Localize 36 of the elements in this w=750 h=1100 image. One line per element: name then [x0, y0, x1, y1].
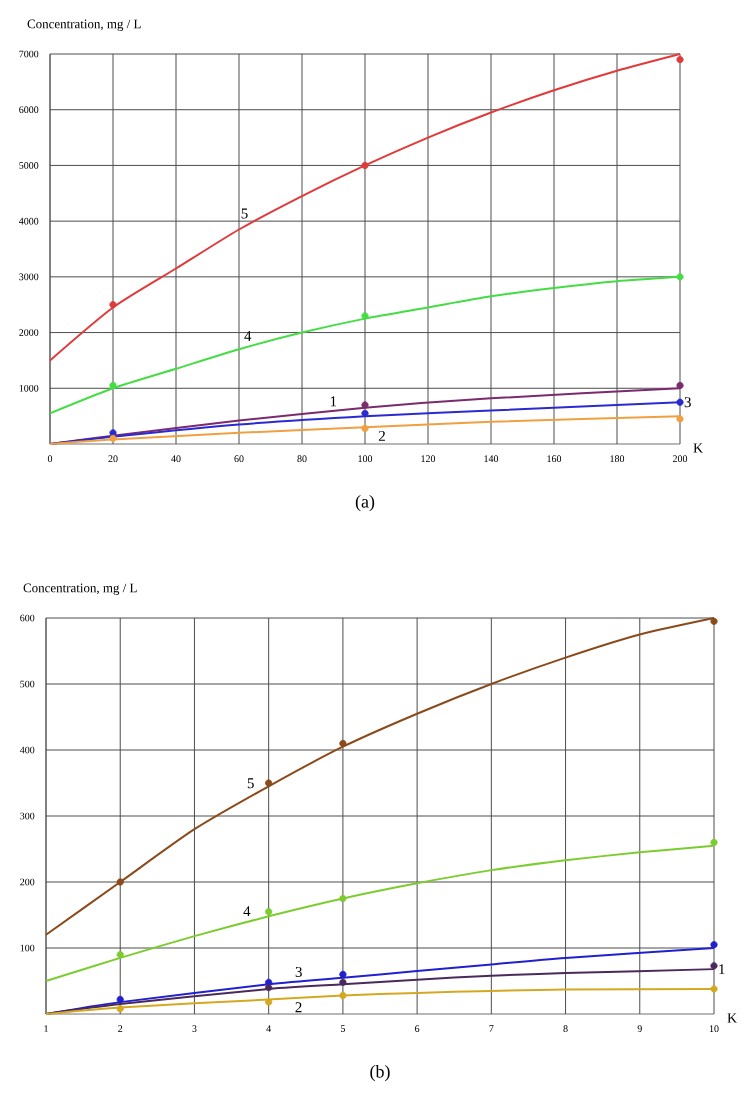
point: [710, 962, 718, 970]
point: [361, 409, 369, 417]
point: [116, 995, 124, 1004]
point: [710, 941, 718, 949]
point: [116, 951, 124, 959]
point: [109, 301, 117, 309]
line-series: [49, 53, 682, 362]
point: [676, 398, 684, 406]
point: [265, 978, 273, 986]
point: [676, 381, 684, 390]
point: [339, 978, 347, 986]
text: (a): [355, 495, 375, 512]
point: [265, 908, 273, 916]
point: [339, 970, 347, 978]
point: [710, 985, 718, 993]
point: [109, 381, 117, 390]
point: [361, 401, 369, 409]
point: [265, 984, 273, 992]
point: [676, 55, 684, 64]
text: (b): [370, 1065, 390, 1082]
point: [109, 429, 117, 437]
point: [361, 161, 369, 170]
point: [676, 273, 684, 281]
point: [339, 991, 347, 1000]
point: [109, 434, 117, 443]
point: [265, 998, 273, 1006]
point: [339, 739, 347, 747]
point: [361, 424, 369, 432]
point: [676, 415, 684, 423]
point: [116, 1005, 124, 1013]
point: [710, 617, 718, 625]
point: [339, 894, 347, 903]
point: [116, 878, 124, 886]
point: [265, 779, 273, 787]
point: [710, 838, 718, 846]
point: [361, 312, 369, 320]
